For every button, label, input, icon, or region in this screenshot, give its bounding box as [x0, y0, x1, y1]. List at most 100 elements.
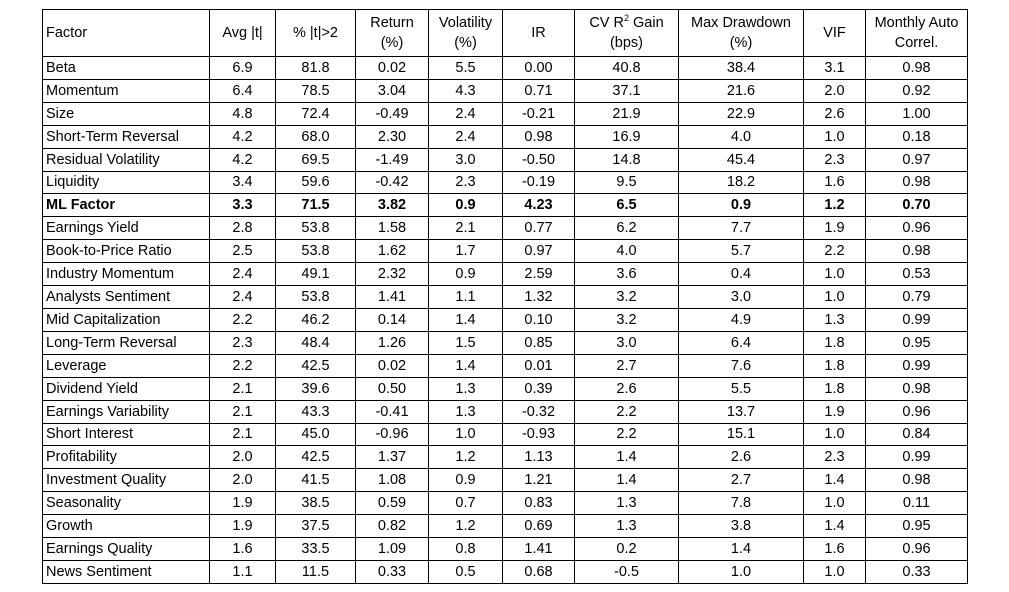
- table-row: Beta 6.9 81.8 0.02 5.5 0.00 40.8 38.4 3.1 0.98: [42, 56, 968, 80]
- table-row: Earnings Quality 1.6 33.5 1.09 0.8 1.41 0.2 1.4…: [42, 537, 968, 561]
- cell-max-drawdown: 38.4: [678, 56, 804, 80]
- cell-vif: 1.8: [803, 330, 866, 355]
- cell-ir: 1.21: [502, 468, 575, 493]
- cell-pct-t: 78.5: [275, 78, 356, 103]
- cell-return: 0.50: [355, 376, 429, 401]
- cell-vif: 1.9: [803, 216, 866, 241]
- table-row: Size 4.8 72.4 -0.49 2.4 -0.21 21.9 22.9 2.6 1.00: [42, 101, 968, 126]
- cell-factor-name: Leverage: [42, 353, 210, 378]
- cell-ir: 1.32: [502, 285, 575, 309]
- cell-avg-t: 3.3: [209, 193, 276, 218]
- cell-factor-name: Earnings Yield: [42, 216, 210, 241]
- cell-max-drawdown: 5.7: [678, 239, 804, 264]
- cell-cv-r2-gain: 2.6: [574, 376, 679, 401]
- cell-avg-t: 2.3: [209, 330, 276, 355]
- cell-max-drawdown: 2.6: [678, 445, 804, 470]
- cell-ir: 1.13: [502, 445, 575, 470]
- cell-factor-name: Earnings Variability: [42, 399, 210, 424]
- factor-table: Factor Avg |t| % |t|>2 Return (%) Volati…: [42, 9, 968, 584]
- cell-cv-r2-gain: 0.2: [574, 537, 679, 561]
- cell-avg-t: 2.1: [209, 376, 276, 401]
- cell-avg-t: 4.8: [209, 101, 276, 126]
- cell-cv-r2-gain: 1.3: [574, 491, 679, 516]
- cell-cv-r2-gain: 2.2: [574, 399, 679, 424]
- cell-max-drawdown: 5.5: [678, 376, 804, 401]
- cell-return: 3.82: [355, 193, 429, 218]
- cell-volatility: 1.4: [428, 353, 503, 378]
- cell-max-drawdown: 45.4: [678, 147, 804, 172]
- table-row: Leverage 2.2 42.5 0.02 1.4 0.01 2.7 7.6 1.8 0.99: [42, 353, 968, 378]
- cell-vif: 1.6: [803, 170, 866, 195]
- cell-factor-name: Short-Term Reversal: [42, 124, 210, 149]
- cell-volatility: 1.1: [428, 285, 503, 309]
- table-row: Long-Term Reversal 2.3 48.4 1.26 1.5 0.85 3.0 6…: [42, 330, 968, 355]
- cell-volatility: 2.3: [428, 170, 503, 195]
- cell-vif: 1.0: [803, 262, 866, 287]
- cell-cv-r2-gain: 6.2: [574, 216, 679, 241]
- cell-avg-t: 1.9: [209, 514, 276, 539]
- cell-max-drawdown: 6.4: [678, 330, 804, 355]
- cell-pct-t: 72.4: [275, 101, 356, 126]
- cell-vif: 2.2: [803, 239, 866, 264]
- cell-pct-t: 81.8: [275, 56, 356, 80]
- cell-vif: 1.9: [803, 399, 866, 424]
- table-row: Investment Quality 2.0 41.5 1.08 0.9 1.21 1.4 2…: [42, 468, 968, 493]
- cell-cv-r2-gain: 40.8: [574, 56, 679, 80]
- cell-return: 1.62: [355, 239, 429, 264]
- cell-avg-t: 2.8: [209, 216, 276, 241]
- cell-return: -0.96: [355, 422, 429, 447]
- cell-ir: 2.59: [502, 262, 575, 287]
- table-row: Mid Capitalization 2.2 46.2 0.14 1.4 0.10 3.2 4…: [42, 307, 968, 332]
- cell-max-drawdown: 3.0: [678, 285, 804, 309]
- cell-ir: -0.21: [502, 101, 575, 126]
- cell-auto-correl: 0.98: [865, 376, 968, 401]
- cell-ir: -0.32: [502, 399, 575, 424]
- table-row: Liquidity 3.4 59.6 -0.42 2.3 -0.19 9.5 18.2 1.6 0…: [42, 170, 968, 195]
- cell-avg-t: 6.4: [209, 78, 276, 103]
- cell-cv-r2-gain: 3.6: [574, 262, 679, 287]
- table-body: Beta 6.9 81.8 0.02 5.5 0.00 40.8 38.4 3.1 0.98 Mom…: [42, 56, 968, 584]
- cell-ir: 0.39: [502, 376, 575, 401]
- cell-ir: -0.50: [502, 147, 575, 172]
- cell-cv-r2-gain: 2.2: [574, 422, 679, 447]
- cell-volatility: 2.1: [428, 216, 503, 241]
- cell-factor-name: Momentum: [42, 78, 210, 103]
- cell-return: 2.32: [355, 262, 429, 287]
- cell-pct-t: 49.1: [275, 262, 356, 287]
- cell-ir: 4.23: [502, 193, 575, 218]
- header-return-line2: (%): [380, 35, 404, 51]
- cell-pct-t: 59.6: [275, 170, 356, 195]
- cell-volatility: 2.4: [428, 124, 503, 149]
- cell-pct-t: 33.5: [275, 537, 356, 561]
- cell-vif: 2.3: [803, 445, 866, 470]
- cell-volatility: 4.3: [428, 78, 503, 103]
- cell-cv-r2-gain: 1.4: [574, 445, 679, 470]
- cell-return: 0.82: [355, 514, 429, 539]
- cell-avg-t: 2.1: [209, 422, 276, 447]
- cell-auto-correl: 1.00: [865, 101, 968, 126]
- cell-auto-correl: 0.99: [865, 307, 968, 332]
- cell-cv-r2-gain: 3.2: [574, 307, 679, 332]
- cell-pct-t: 42.5: [275, 445, 356, 470]
- cell-auto-correl: 0.95: [865, 514, 968, 539]
- cell-factor-name: Investment Quality: [42, 468, 210, 493]
- cell-auto-correl: 0.98: [865, 468, 968, 493]
- table-row: Earnings Yield 2.8 53.8 1.58 2.1 0.77 6.2 7.7 1.…: [42, 216, 968, 241]
- table-row: Profitability 2.0 42.5 1.37 1.2 1.13 1.4 2.6 2.3…: [42, 445, 968, 470]
- table-row: Growth 1.9 37.5 0.82 1.2 0.69 1.3 3.8 1.4 0.95: [42, 514, 968, 539]
- cell-avg-t: 4.2: [209, 147, 276, 172]
- table-row: Seasonality 1.9 38.5 0.59 0.7 0.83 1.3 7.8 1.0 0.…: [42, 491, 968, 516]
- cell-factor-name: Dividend Yield: [42, 376, 210, 401]
- cell-volatility: 0.8: [428, 537, 503, 561]
- cell-auto-correl: 0.70: [865, 193, 968, 218]
- cell-auto-correl: 0.97: [865, 147, 968, 172]
- table-row: Earnings Variability 2.1 43.3 -0.41 1.3 -0.32…: [42, 399, 968, 424]
- table-row: Book-to-Price Ratio 2.5 53.8 1.62 1.7 0.97 4.0…: [42, 239, 968, 264]
- cell-factor-name: Growth: [42, 514, 210, 539]
- table-row: Momentum 6.4 78.5 3.04 4.3 0.71 37.1 21.6 2.0 0.9…: [42, 78, 968, 103]
- cell-return: 1.41: [355, 285, 429, 309]
- header-row: Factor Avg |t| % |t|>2 Return (%) Volati…: [42, 9, 968, 57]
- cell-vif: 1.0: [803, 491, 866, 516]
- header-auto-correl: Monthly Auto Correl.: [865, 9, 968, 57]
- cell-return: 3.04: [355, 78, 429, 103]
